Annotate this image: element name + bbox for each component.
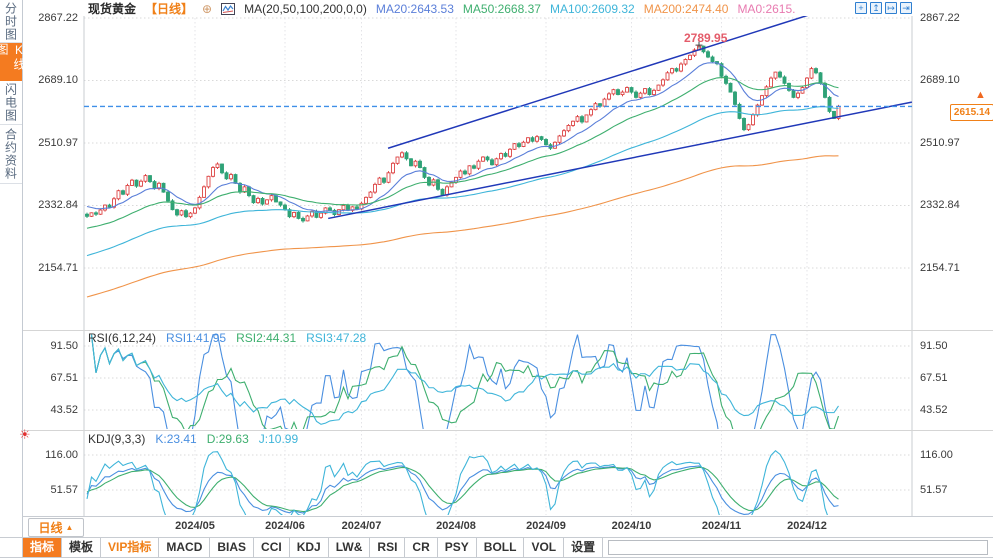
kdj-value: K:23.41 [155,432,197,446]
toolbar-button-boll[interactable]: BOLL [476,538,525,557]
date-label: 2024/10 [611,520,652,532]
y-axis-scale-icon[interactable]: ↥ [870,2,882,14]
toolbar-button-cci[interactable]: CCI [254,538,290,557]
chart-header: 现货黄金 【日线】 ⊕ MA(20,50,100,200,0,0) MA20:2… [88,1,796,17]
axis-tick-label-left: 51.57 [50,484,78,496]
period-tag: 【日线】 [145,2,194,16]
axis-tick-label-left: 2689.10 [38,74,78,87]
sidebar-tab-lightning-chart[interactable]: 闪电图 [0,81,22,125]
kdj-header: KDJ(9,3,3) K:23.41 D:29.63 J:10.99 [88,432,298,446]
rsi-value: RSI3:47.28 [306,331,367,345]
ma-legend: MA20:2643.53 MA50:2668.37 MA100:2609.32 MA2… [376,2,796,16]
toolbar-button-indicator[interactable]: 指标 [23,538,63,557]
date-label: 2024/09 [526,520,566,532]
axis-tick-label-left: 43.52 [50,404,78,416]
toolbar-button-vip-indicator[interactable]: VIP指标 [101,538,160,557]
kdj-value: J:10.99 [258,432,299,446]
rsi-header: RSI(6,12,24) RSI1:41.95 RSI2:44.31 RSI3:47… [88,331,366,345]
compare-add-icon[interactable]: ⊕ [202,1,213,16]
sidebar-tab-contract-info[interactable]: 合约资料 [0,125,22,184]
date-label: 2024/05 [175,520,215,532]
ma-legend-item: MA200:2474.40 [643,1,729,16]
date-row-top-border [22,516,993,517]
kdj-value: D:29.63 [206,432,249,446]
axis-tick-label-left: 67.51 [50,372,78,384]
kdj-label: KDJ(9,3,3) [88,432,146,446]
toolbar-button-vol[interactable]: VOL [524,538,565,557]
period-selector-button[interactable]: 日线 ▲ [28,518,84,537]
axis-tick-label-left: 91.50 [50,340,78,352]
mini-chart-icon [221,2,236,15]
x-axis-scale-icon[interactable]: ↦ [885,2,897,14]
date-label: 2024/11 [701,520,742,532]
period-selector-label: 日线 [38,521,63,535]
toolbar-top-border [0,537,993,538]
shift-chart-right-icon[interactable]: ⇥ [900,2,912,14]
ma-legend-item: MA0:2615. [737,1,796,16]
ma-legend-item: MA20:2643.53 [375,1,454,16]
axis-tick-label-left: 2510.97 [38,136,78,149]
axis-tick-label-right: 43.52 [920,404,948,416]
ma-legend-item: MA50:2668.37 [462,1,541,16]
toolbar-button-lw[interactable]: LW& [328,538,371,557]
toolbar-button-bias[interactable]: BIAS [210,538,255,557]
sidebar: 分时图 K线图 闪电图 合约资料 [0,0,26,558]
rsi-value: RSI1:41.95 [166,331,227,345]
indicator-sun-icon[interactable]: ☀ [19,427,31,442]
date-label: 2024/06 [265,520,305,532]
toolbar-button-rsi[interactable]: RSI [370,538,406,557]
sidebar-tab-minute-chart[interactable]: 分时图 [0,0,22,43]
toolbar-button-kdj[interactable]: KDJ [289,538,329,557]
date-label: 2024/12 [787,520,827,532]
peak-price-label: 2789.95 [684,31,728,45]
toolbar-empty-box [608,540,988,555]
axis-tick-label-right: 67.51 [920,372,948,384]
sidebar-tab-kline-chart[interactable]: K线图 [0,43,26,81]
period-selector-arrow-icon: ▲ [65,523,74,532]
axis-tick-label-right: 2689.10 [920,74,960,87]
axis-tick-label-left: 2867.22 [38,12,78,24]
rsi-value: RSI2:44.31 [236,331,297,345]
axis-tick-label-right: 2154.71 [920,262,960,274]
date-label: 2024/07 [341,520,382,532]
axis-tick-label-left: 116.00 [45,449,78,461]
pan-crosshair-icon[interactable]: + [855,2,867,14]
toolbar-button-cr[interactable]: CR [405,538,438,557]
axis-tick-label-right: 2867.22 [920,12,960,24]
toolbar-button-macd[interactable]: MACD [159,538,211,557]
axis-tick-label-right: 2332.84 [920,199,960,212]
toolbar-button-template[interactable]: 模板 [62,538,102,557]
window-control-icons: + ↥ ↦ ⇥ [855,2,912,14]
toolbar-button-psy[interactable]: PSY [437,538,477,557]
bottom-toolbar: 指标 模板 VIP指标 MACD BIAS CCI KDJ LW& RSI CR PSY BOLL VO… [22,538,993,557]
axis-tick-label-right: 116.00 [920,449,953,461]
ma-legend-item: MA100:2609.32 [549,1,635,16]
axis-tick-label-right: 91.50 [920,340,948,352]
toolbar-button-settings[interactable]: 设置 [564,538,604,557]
price-up-arrow-icon: ▲ [975,89,986,101]
rsi-label: RSI(6,12,24) [88,331,157,345]
symbol-title: 现货黄金 [88,2,137,16]
ma-settings[interactable]: MA(20,50,100,200,0,0) [244,1,367,16]
date-label: 2024/08 [436,520,476,532]
axis-tick-label-left: 2332.84 [38,199,78,212]
axis-tick-label-right: 2510.97 [920,136,960,149]
current-price-label: 2615.14 [950,104,993,121]
axis-tick-label-left: 2154.71 [38,262,78,274]
axis-tick-label-right: 51.57 [920,484,948,496]
